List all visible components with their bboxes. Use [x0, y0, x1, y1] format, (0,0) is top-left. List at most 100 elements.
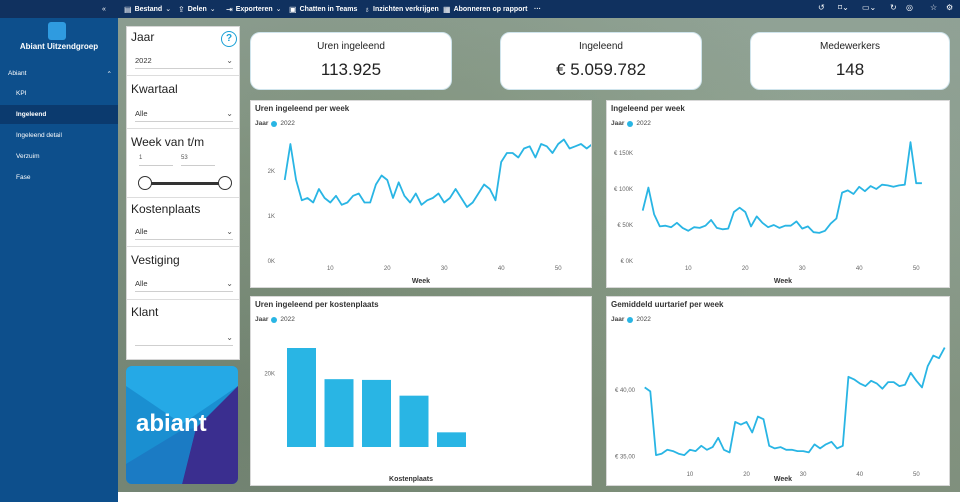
- chart-legend: Jaar 2022: [255, 120, 295, 127]
- settings-icon[interactable]: ⚙: [946, 3, 954, 12]
- slicer-klant-dropdown[interactable]: ⌄: [135, 329, 233, 346]
- slicer-panel: Jaar ? 2022 ⌄ Kwartaal Alle ⌄ Week van t/m…: [126, 26, 240, 360]
- legend-dot: [271, 316, 278, 323]
- slicer-klant-label: Klant: [131, 305, 159, 319]
- logo-shape: [126, 366, 238, 484]
- nav-pane: Abiant Uitzendgroep Abiant ⌃ KPI Ingeleen…: [0, 18, 118, 502]
- chevron-down-icon: ⌄: [275, 6, 282, 13]
- chevron-down-icon: ⌄: [226, 108, 233, 118]
- x-tick-label: 10: [687, 472, 694, 478]
- chart-title: Gemiddeld uurtarief per week: [611, 300, 724, 309]
- get-insights-button[interactable]: ♁ Inzichten verkrijgen: [364, 4, 439, 14]
- bar[interactable]: [287, 348, 316, 447]
- nav-item-verzuim[interactable]: Verzuim: [16, 153, 40, 160]
- x-tick-label: 30: [799, 266, 806, 272]
- top-toolbar: « ▤ Bestand ⌄ ⇪ Delen ⌄ ⇥ Exporteren ⌄ ▣ Chatte…: [0, 0, 960, 18]
- chevron-down-icon: ⌄: [209, 6, 216, 13]
- bar[interactable]: [324, 379, 354, 447]
- menu-delen[interactable]: ⇪ Delen ⌄: [178, 4, 216, 14]
- lightbulb-icon: ♁: [364, 4, 370, 14]
- slicer-kwartaal-dropdown[interactable]: Alle ⌄: [135, 105, 233, 122]
- y-tick-label: € 50K: [617, 223, 633, 229]
- reset-icon[interactable]: ↺: [818, 3, 825, 12]
- subscribe-button[interactable]: ▦ Abonneren op rapport: [443, 4, 528, 14]
- y-tick-label: 20K: [264, 372, 275, 378]
- workspace-title: Abiant Uitzendgroep: [19, 42, 99, 51]
- x-tick-label: 30: [800, 472, 807, 478]
- file-icon: ▤: [124, 4, 132, 14]
- export-icon: ⇥: [226, 4, 233, 14]
- report-canvas: Jaar ? 2022 ⌄ Kwartaal Alle ⌄ Week van t/m…: [118, 18, 960, 502]
- comment-icon[interactable]: ◎: [906, 3, 913, 12]
- y-tick-label: € 150K: [614, 151, 633, 157]
- bookmark-icon[interactable]: ⌑⌄: [838, 3, 849, 12]
- refresh-icon[interactable]: ↻: [890, 3, 897, 12]
- y-tick-label: 0K: [268, 259, 275, 265]
- week-slider-start-handle[interactable]: [138, 176, 152, 190]
- bar[interactable]: [399, 395, 429, 447]
- nav-item-ingeleend-detail[interactable]: Ingeleend detail: [16, 132, 62, 139]
- x-tick-label: 20: [743, 472, 750, 478]
- chevron-down-icon: ⌄: [226, 55, 233, 65]
- series-line-2022: [283, 138, 591, 208]
- slicer-kostenplaats-dropdown[interactable]: Alle ⌄: [135, 223, 233, 240]
- y-tick-label: € 40,00: [615, 388, 636, 394]
- view-icon[interactable]: ▭⌄: [862, 3, 877, 12]
- chart-uren-per-week[interactable]: Uren ingeleend per week Jaar 2022 0K 1K 2K 1…: [250, 100, 592, 288]
- slicer-week-label: Week van t/m: [131, 135, 205, 149]
- kpi-card-medewerkers: Medewerkers 148: [750, 32, 950, 90]
- slicer-kwartaal-label: Kwartaal: [131, 82, 178, 96]
- nav-item-ingeleend[interactable]: Ingeleend: [0, 105, 118, 124]
- favorite-icon[interactable]: ☆: [930, 3, 938, 12]
- chart-title: Uren ingeleend per kostenplaats: [255, 300, 379, 309]
- chevron-down-icon: ⌄: [226, 332, 233, 342]
- y-tick-label: 2K: [268, 169, 275, 175]
- chart-svg: € 35,00 € 40,00 10 20 30 40 50 Week: [615, 347, 946, 483]
- kpi-value: € 5.059.782: [556, 60, 646, 79]
- collapse-nav-button[interactable]: «: [102, 5, 106, 13]
- series-line-2022: [641, 141, 922, 234]
- slicer-vestiging-dropdown[interactable]: Alle ⌄: [135, 275, 233, 292]
- x-tick-label: 10: [327, 266, 334, 272]
- x-tick-label: 50: [913, 266, 920, 272]
- nav-item-fase[interactable]: Fase: [16, 174, 31, 181]
- chart-svg: € 0K € 50K € 100K € 150K 10 20 30 40 50 Week: [614, 141, 922, 285]
- slicer-jaar-dropdown[interactable]: 2022 ⌄: [135, 52, 233, 69]
- nav-item-kpi[interactable]: KPI: [16, 90, 27, 97]
- chart-ingeleend-per-week[interactable]: Ingeleend per week Jaar 2022 € 0K € 50K € 1…: [606, 100, 950, 288]
- menu-exporteren[interactable]: ⇥ Exporteren ⌄: [226, 4, 282, 14]
- chart-title: Ingeleend per week: [611, 104, 685, 113]
- divider: [127, 246, 239, 247]
- kpi-title: Uren ingeleend: [317, 41, 385, 52]
- help-icon[interactable]: ?: [221, 31, 237, 47]
- week-slider-end-handle[interactable]: [218, 176, 232, 190]
- divider: [127, 128, 239, 129]
- week-from-input[interactable]: 1: [139, 155, 173, 166]
- more-options-button[interactable]: ···: [534, 5, 541, 13]
- x-axis-label: Kostenplaats: [389, 476, 433, 483]
- bar[interactable]: [437, 432, 466, 447]
- x-tick-label: 50: [555, 266, 562, 272]
- week-to-input[interactable]: 53: [181, 155, 215, 166]
- share-icon: ⇪: [178, 4, 185, 14]
- week-range-slider[interactable]: [145, 182, 225, 185]
- x-tick-label: 40: [856, 266, 863, 272]
- nav-section-abiant[interactable]: Abiant ⌃: [8, 70, 112, 78]
- x-axis-label: Week: [412, 278, 430, 285]
- legend-dot: [271, 120, 278, 127]
- app-logo-icon: [48, 22, 66, 40]
- chevron-down-icon: ⌄: [165, 6, 172, 13]
- y-tick-label: € 35,00: [615, 454, 636, 460]
- series-line-2022: [644, 347, 946, 457]
- chat-in-teams-button[interactable]: ▣ Chatten in Teams: [289, 4, 358, 14]
- chevron-up-icon: ⌃: [106, 71, 112, 78]
- kpi-title: Medewerkers: [819, 41, 881, 52]
- chart-legend: Jaar 2022: [611, 316, 651, 323]
- menu-bestand[interactable]: ▤ Bestand ⌄: [124, 4, 172, 14]
- chart-uren-per-kostenplaats[interactable]: Uren ingeleend per kostenplaats Jaar 2022…: [250, 296, 592, 486]
- chart-legend: Jaar 2022: [255, 316, 295, 323]
- bar[interactable]: [362, 379, 391, 447]
- chart-uurtarief-per-week[interactable]: Gemiddeld uurtarief per week Jaar 2022 € …: [606, 296, 950, 486]
- chart-title: Uren ingeleend per week: [255, 104, 350, 113]
- y-tick-label: € 0K: [621, 259, 633, 265]
